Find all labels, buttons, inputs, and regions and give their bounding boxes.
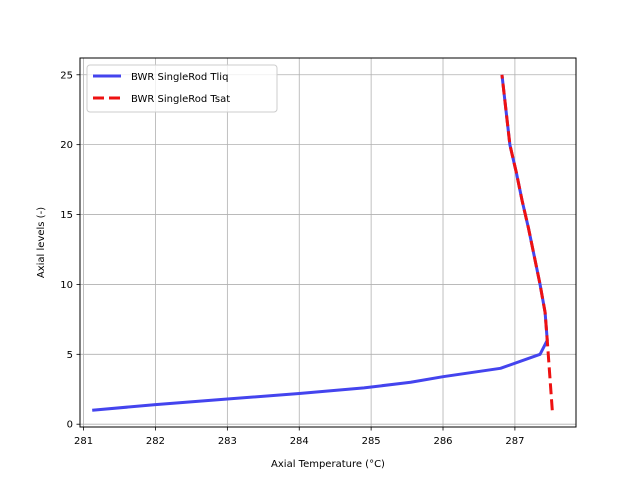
- grid-lines: [80, 58, 576, 427]
- x-axis-label: Axial Temperature (°C): [271, 459, 385, 470]
- series-line-tsat: [500, 74, 554, 411]
- x-tick-label: 287: [505, 436, 524, 447]
- x-tick-label: 281: [74, 436, 93, 447]
- x-tick-label: 282: [146, 436, 165, 447]
- y-tick-label: 0: [67, 420, 73, 431]
- legend-label-tsat: BWR SingleRod Tsat: [131, 94, 230, 105]
- legend-box: [86, 64, 278, 113]
- y-tick-label: 10: [60, 280, 73, 291]
- x-tick-label: 284: [290, 436, 309, 447]
- y-tick-label: 25: [60, 70, 73, 81]
- y-tick-label: 15: [60, 210, 73, 221]
- y-tick-label: 20: [60, 140, 73, 151]
- axes-frame: [79, 57, 577, 428]
- y-axis-label: Axial levels (-): [36, 207, 47, 278]
- y-axis-ticks: 0 5 10 15 20 25: [60, 70, 80, 431]
- legend-label-tliq: BWR SingleRod Tliq: [131, 72, 228, 83]
- x-tick-label: 286: [433, 436, 452, 447]
- y-tick-label: 5: [67, 350, 73, 361]
- legend: BWR SingleRod Tliq BWR SingleRod Tsat: [86, 64, 278, 113]
- x-tick-label: 283: [218, 436, 237, 447]
- x-tick-label: 285: [362, 436, 381, 447]
- plot-lines: [92, 74, 554, 412]
- x-axis-ticks: 281 282 283 284 285 286 287: [74, 427, 524, 447]
